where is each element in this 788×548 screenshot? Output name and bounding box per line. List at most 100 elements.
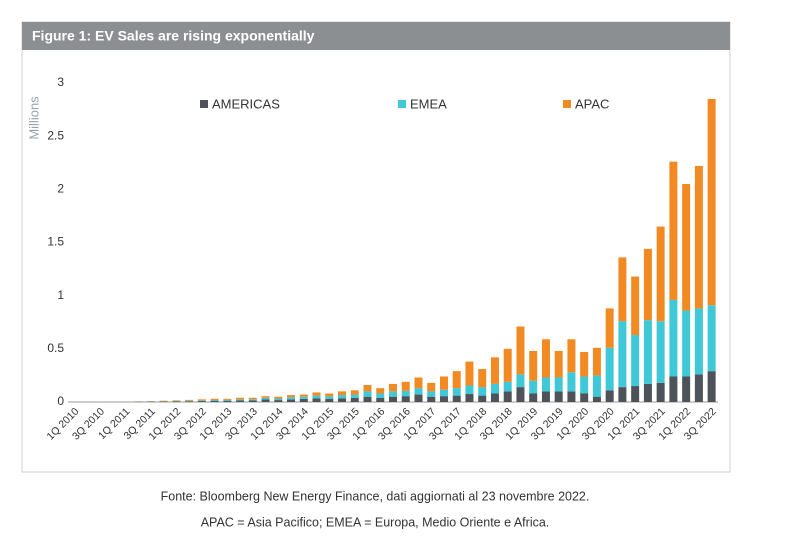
bar-segment — [567, 372, 575, 391]
bar-segment — [414, 388, 422, 394]
bar-segment — [300, 399, 308, 402]
bar-segment — [325, 393, 333, 396]
y-tick-label: 0 — [57, 394, 64, 408]
bar-segment — [172, 400, 180, 401]
bar-segment — [516, 374, 524, 387]
bar-segment — [567, 339, 575, 372]
bar-segment — [300, 397, 308, 399]
bar-segment — [198, 401, 206, 402]
bar-segment — [606, 390, 614, 402]
bar-segment — [542, 378, 550, 392]
bar-segment — [606, 308, 614, 347]
bar-segment — [618, 387, 626, 402]
bar-segment — [262, 399, 270, 402]
bar-segment — [504, 349, 512, 382]
bar-segment — [427, 397, 435, 402]
bar-segment — [325, 396, 333, 399]
bar-segment — [657, 383, 665, 402]
bar-segment — [313, 398, 321, 402]
bar-segment — [338, 395, 346, 398]
bar-segment — [669, 300, 677, 377]
bar-segment — [478, 396, 486, 402]
bar-segment — [669, 376, 677, 402]
bar-segment — [185, 401, 193, 402]
legend-swatch — [398, 100, 406, 108]
bar-segment — [211, 401, 219, 402]
bar-segment — [478, 369, 486, 387]
bar-segment — [325, 399, 333, 402]
bar-segment — [160, 401, 168, 402]
bar-segment — [262, 396, 270, 398]
bar-segment — [644, 249, 652, 320]
bar-segment — [211, 400, 219, 401]
bar-segment — [580, 352, 588, 376]
bar-segment — [414, 395, 422, 402]
bar-segment — [262, 398, 270, 400]
bar-segment — [376, 393, 384, 397]
bar-segment — [402, 391, 410, 396]
bar-segment — [618, 321, 626, 387]
bar-segment — [453, 371, 461, 388]
legend-swatch — [563, 100, 571, 108]
bar-segment — [491, 357, 499, 384]
bar-segment — [198, 399, 206, 400]
bar-segment — [593, 375, 601, 396]
bar-segment — [427, 383, 435, 392]
bar-segment — [274, 397, 282, 399]
bar-segment — [682, 311, 690, 377]
bar-segment — [465, 394, 473, 402]
chart-frame — [22, 22, 730, 472]
y-tick-label: 3 — [57, 75, 64, 89]
bar-segment — [427, 391, 435, 396]
bar-segment — [580, 393, 588, 402]
bar-segment — [313, 392, 321, 395]
bar-segment — [504, 382, 512, 392]
legend-swatch — [200, 100, 208, 108]
bar-segment — [465, 386, 473, 395]
bar-segment — [567, 391, 575, 402]
bar-segment — [491, 393, 499, 402]
bar-segment — [682, 184, 690, 311]
bar-segment — [389, 391, 397, 396]
bar-segment — [402, 396, 410, 402]
bar-segment — [185, 400, 193, 401]
bar-segment — [376, 388, 384, 393]
source-note: Fonte: Bloomberg New Energy Finance, dat… — [161, 489, 590, 503]
bar-segment — [631, 386, 639, 402]
y-tick-label: 2 — [57, 182, 64, 196]
bar-segment — [478, 387, 486, 396]
bar-segment — [351, 398, 359, 402]
bar-segment — [351, 395, 359, 398]
bar-segment — [440, 390, 448, 396]
bar-segment — [529, 381, 537, 394]
bar-segment — [338, 398, 346, 402]
bar-segment — [223, 400, 231, 401]
bar-segment — [465, 362, 473, 386]
bar-segment — [542, 339, 550, 377]
chart-title: Figure 1: EV Sales are rising exponentia… — [32, 28, 315, 44]
bar-segment — [389, 397, 397, 402]
bar-segment — [516, 387, 524, 402]
bar-segment — [364, 391, 372, 396]
bar-segment — [287, 397, 295, 399]
bar-segment — [657, 321, 665, 383]
bar-segment — [682, 376, 690, 402]
bar-segment — [631, 335, 639, 386]
bar-segment — [593, 348, 601, 376]
y-tick-label: 2.5 — [47, 128, 64, 142]
bar-segment — [644, 384, 652, 402]
bar-segment — [351, 390, 359, 394]
bar-segment — [529, 393, 537, 402]
bar-segment — [593, 397, 601, 402]
bar-segment — [606, 348, 614, 391]
bar-segment — [440, 376, 448, 389]
bar-segment — [198, 400, 206, 401]
bar-segment — [172, 401, 180, 402]
bar-segment — [287, 399, 295, 402]
legend-label: APAC — [575, 96, 609, 111]
bar-segment — [338, 391, 346, 395]
bar-segment — [414, 378, 422, 389]
bar-segment — [313, 396, 321, 399]
bar-segment — [516, 327, 524, 375]
